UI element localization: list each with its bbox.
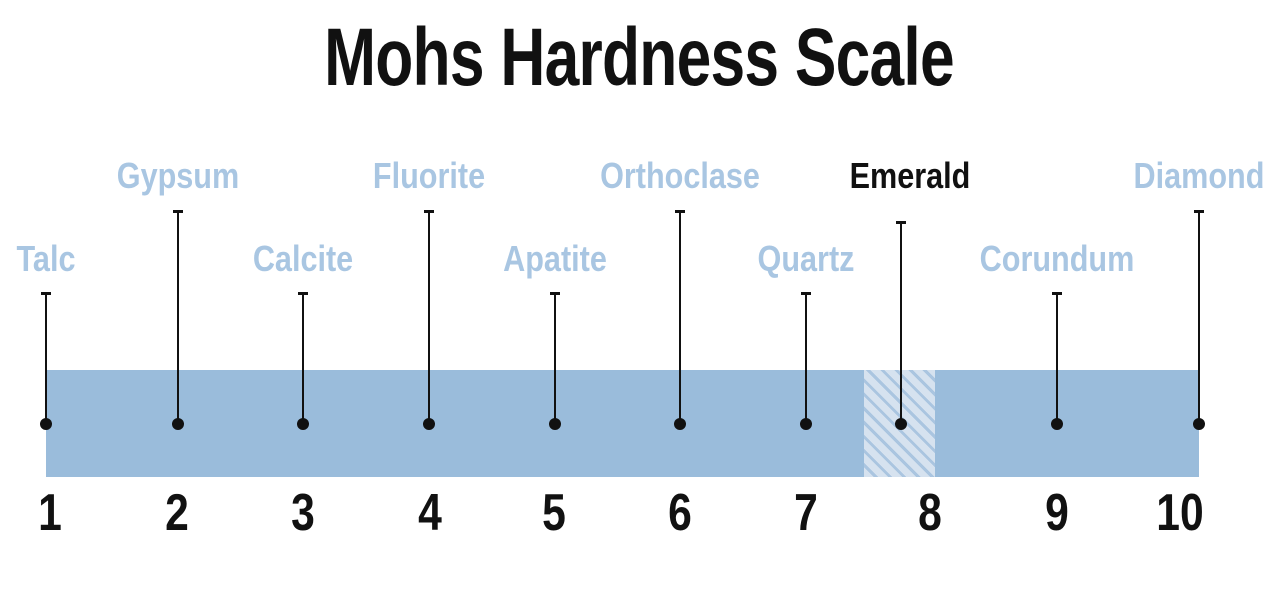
mineral-label-corundum: Corundum — [979, 238, 1135, 279]
mineral-label-diamond: Diamond — [1133, 155, 1265, 196]
marker-dot — [172, 418, 184, 430]
marker-dot — [297, 418, 309, 430]
mineral-label-calcite: Calcite — [252, 238, 354, 279]
marker-stem — [1194, 210, 1204, 424]
mineral-label-orthoclase: Orthoclase — [600, 155, 760, 196]
mineral-label-gypsum: Gypsum — [116, 155, 240, 196]
marker-stem — [41, 292, 51, 424]
marker-stem — [801, 292, 811, 424]
hardness-scale-bar — [46, 370, 1199, 477]
mineral-label-emerald: Emerald — [849, 155, 971, 196]
marker-dot — [1193, 418, 1205, 430]
mineral-label-quartz: Quartz — [757, 238, 855, 279]
mineral-label-fluorite: Fluorite — [372, 155, 486, 196]
marker-stem — [424, 210, 434, 424]
marker-dot — [1051, 418, 1063, 430]
marker-stem — [1052, 292, 1062, 424]
marker-dot — [800, 418, 812, 430]
mineral-label-apatite: Apatite — [503, 238, 607, 279]
marker-stem — [298, 292, 308, 424]
marker-stem — [550, 292, 560, 424]
marker-dot — [674, 418, 686, 430]
marker-dot — [895, 418, 907, 430]
marker-dot — [549, 418, 561, 430]
mineral-label-talc: Talc — [16, 238, 76, 279]
marker-stem — [896, 221, 906, 424]
marker-stem — [173, 210, 183, 424]
marker-stem — [675, 210, 685, 424]
figure-title: Mohs Hardness Scale — [324, 12, 955, 103]
marker-dot — [423, 418, 435, 430]
marker-dot — [40, 418, 52, 430]
